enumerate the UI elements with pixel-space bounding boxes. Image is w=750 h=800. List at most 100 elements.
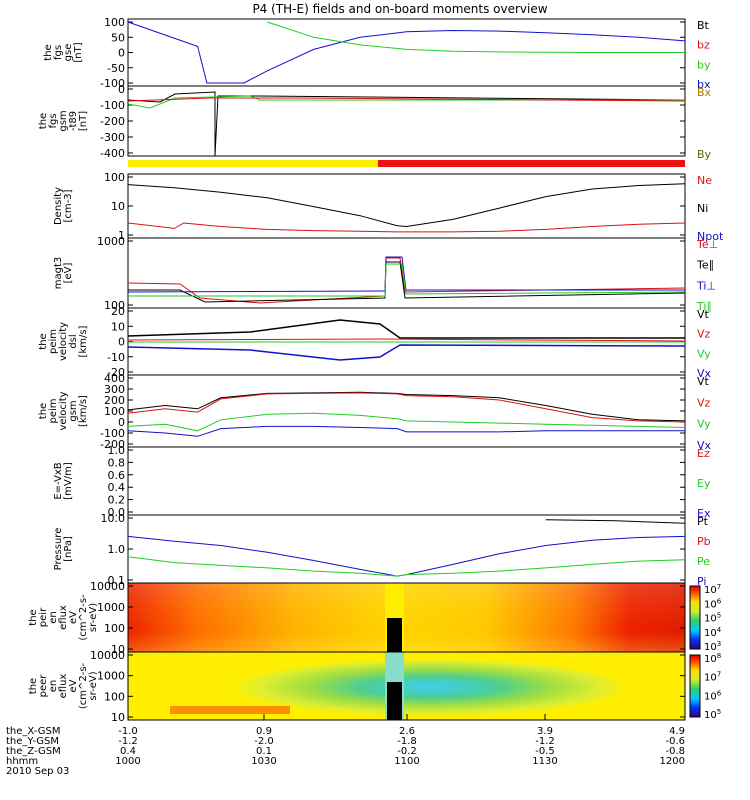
y-label-line: dsl [68, 334, 79, 348]
series-peim_gsm-Vt [127, 391, 686, 422]
y-tick-label: 1000 [97, 670, 125, 683]
x-tick-label: -0.2 [397, 746, 417, 757]
y-axis-label: magt3 [eV] [53, 257, 74, 290]
x-tick-label: 2.6 [399, 726, 415, 737]
x-row-label: 2010 Sep 03 [6, 766, 69, 777]
y-tick-label: 10 [111, 711, 125, 724]
colorbar-tick: 108 [704, 652, 721, 665]
series-density-Ni [127, 183, 686, 228]
data-gap [387, 682, 402, 720]
colorbar-tick: 105 [704, 708, 721, 721]
y-tick-label: -300 [100, 131, 125, 144]
x-tick-label: 4.9 [669, 726, 685, 737]
y-tick-label: 1 [118, 229, 125, 242]
y-tick-label: 0.2 [108, 494, 126, 507]
y-tick-label: -200 [100, 438, 125, 451]
y-axis-label: the fgs gsm -t89 [nT] [38, 110, 89, 131]
y-tick-label: 100 [104, 405, 125, 418]
y-tick-label: 50 [111, 31, 125, 44]
x-tick-label: -1.8 [397, 736, 417, 747]
x-tick-label: 1100 [394, 756, 419, 767]
series-peim_gsm-Vz [127, 392, 686, 423]
y-label-line: the [43, 44, 54, 60]
series-pressure-Pt [545, 519, 686, 524]
panel-pressure: 10.0 1.0 0.1 Pressure [nPa] Pt Pb Pe Pi [53, 512, 711, 588]
legend-Vy: Vy [697, 347, 711, 360]
y-tick-label: 10.0 [101, 512, 126, 525]
y-tick-label: -50 [107, 62, 125, 75]
y-tick-label: 100 [104, 171, 125, 184]
y-tick-label: 20 [111, 305, 125, 318]
y-tick-label: 0 [118, 416, 125, 429]
y-label-line: eV [68, 611, 79, 624]
y-label-line: the [28, 678, 39, 694]
y-tick-label: 0.8 [108, 456, 126, 469]
y-tick-label: 300 [104, 383, 125, 396]
y-tick-label: 0 [118, 336, 125, 349]
y-tick-label: 100 [104, 622, 125, 635]
legend-Ne: Ne [697, 174, 712, 187]
panel-frame [127, 446, 686, 516]
colorbar-tick: 107 [704, 583, 721, 596]
y-tick-label: -200 [100, 115, 125, 128]
y-tick-label: 1.0 [108, 444, 126, 457]
y-tick-label: 0.0 [108, 506, 126, 519]
y-label-line: (cm^2-s- [78, 662, 89, 709]
y-label-line: [eV] [63, 263, 74, 284]
y-label-line: fgs [53, 45, 64, 60]
y-label-line: [nPa] [63, 536, 74, 562]
y-axis-label: E=-VxB [mV/m] [53, 462, 74, 500]
series-peim_gsm-Vx [127, 425, 685, 437]
y-label-line: en [48, 680, 59, 693]
series-peim_gsm-Vy [127, 412, 686, 432]
y-label-line: fgs [48, 113, 59, 128]
x-row-label: the_Y-GSM [6, 736, 59, 747]
series-fgs_gsm-black [127, 91, 686, 157]
legend-Vx: Vx [697, 439, 712, 452]
y-tick-label: 1000 [97, 235, 125, 248]
colorbar-tick: 103 [704, 640, 721, 653]
x-tick-label: -0.5 [535, 746, 555, 757]
y-axis-label: the fgs gse [nT] [43, 42, 84, 62]
y-label-line: en [48, 611, 59, 624]
y-label-line: Pressure [53, 528, 64, 571]
y-tick-label: 0.6 [108, 469, 126, 482]
panel-frame [127, 514, 686, 584]
y-axis-label: the peim velocity dsl [km/s] [38, 322, 89, 361]
series-temperature-2 [127, 256, 685, 293]
series-pressure-Pi [127, 535, 686, 577]
legend-Bt: Bt [697, 19, 710, 32]
x-tick-label: -1.2 [118, 736, 138, 747]
y-label-line: velocity [58, 322, 69, 361]
y-tick-label: 400 [104, 372, 125, 385]
x-tick-label: 1030 [251, 756, 276, 767]
legend-by: by [697, 58, 711, 71]
series-temperature-3 [128, 263, 686, 297]
low-energy-band [170, 706, 290, 714]
panel-temperature: 1000 100 magt3 [eV] Te⊥ Te∥ Ti⊥ Ti∥ [53, 235, 718, 313]
series-fgs_gse-bx [127, 21, 686, 84]
panel-frame [127, 173, 686, 239]
colorbar [689, 654, 701, 718]
y-tick-label: 1.0 [108, 543, 126, 556]
legend-Ez: Ez [697, 447, 710, 460]
legend-Te∥: Te∥ [696, 259, 714, 272]
y-tick-label: 100 [104, 299, 125, 312]
panel-efield: 1.00.80.60.40.20.0 E=-VxB [mV/m] Ez Ey Ex [53, 444, 711, 520]
series-pressure-Pe [127, 556, 686, 577]
panel-frame [127, 85, 686, 157]
x-tick-label: 0.1 [256, 746, 272, 757]
x-row-label: hhmm [6, 756, 38, 767]
legend-Bx: Bx [697, 86, 712, 99]
colorbar-tick: 107 [704, 671, 721, 684]
legend-Vz: Vz [697, 328, 711, 341]
x-tick-label: 3.9 [537, 726, 553, 737]
y-label-line: sr-eV) [88, 603, 99, 632]
y-tick-label: -400 [100, 147, 125, 160]
legend-bx: bx [697, 78, 711, 91]
x-row-label: the_Z-GSM [6, 746, 61, 757]
y-tick-label: 10000 [90, 580, 125, 593]
y-label-line: peer [38, 674, 49, 698]
y-label-line: peim [48, 398, 59, 423]
